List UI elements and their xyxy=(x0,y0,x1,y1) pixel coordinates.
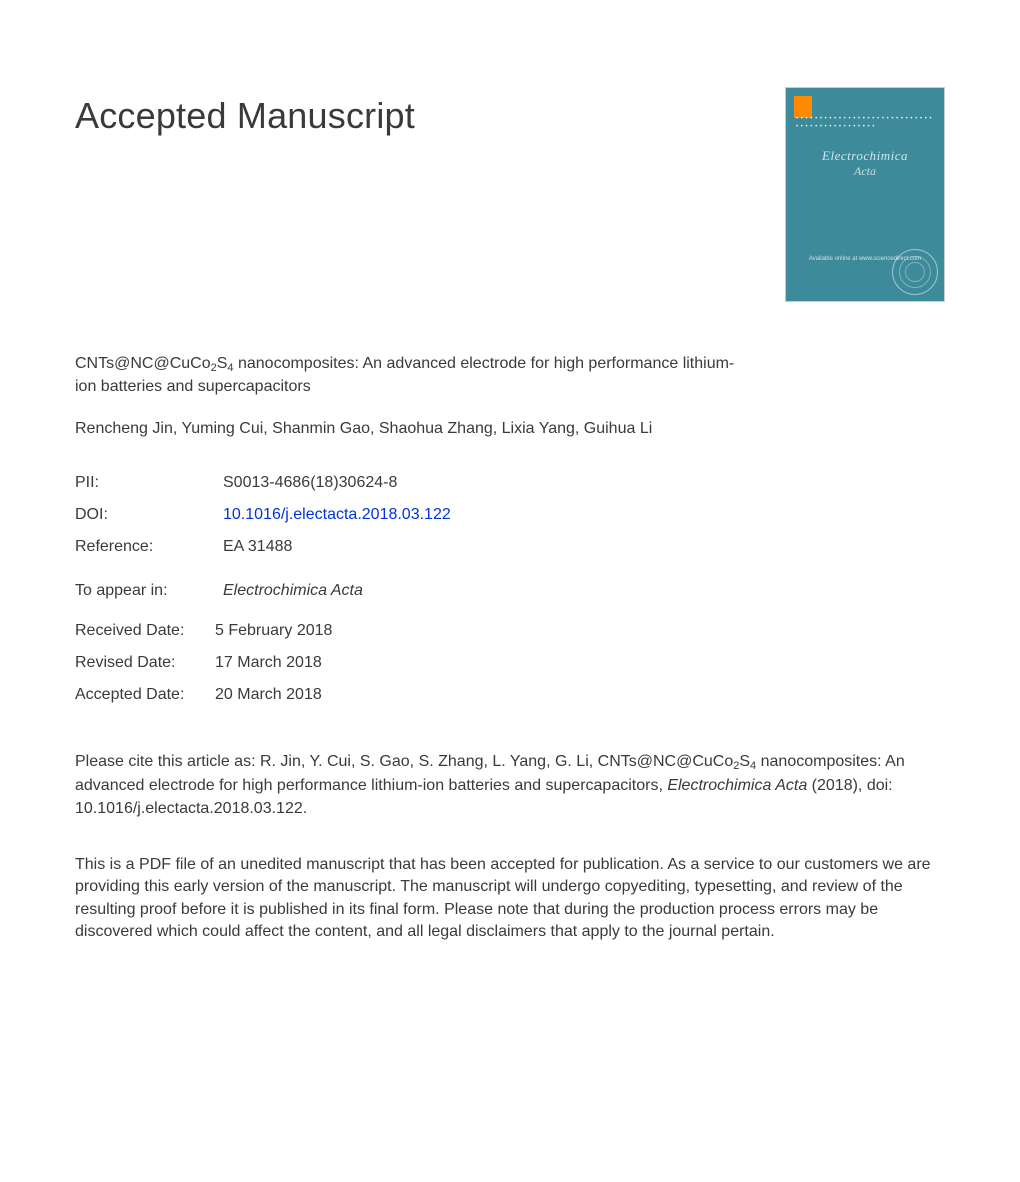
cover-journal-title: Electrochimica Acta xyxy=(786,148,944,179)
pii-label: PII: xyxy=(75,474,215,492)
globe-icon xyxy=(892,249,938,295)
citation-text: S xyxy=(739,753,750,770)
cover-journal-line2: Acta xyxy=(786,164,944,179)
paper-title: CNTs@NC@CuCo2S4 nanocomposites: An advan… xyxy=(75,352,735,398)
revised-value: 17 March 2018 xyxy=(215,654,945,672)
pii-value: S0013-4686(18)30624-8 xyxy=(223,474,945,492)
title-subscript: 4 xyxy=(227,362,233,374)
title-segment: CNTs@NC@CuCo xyxy=(75,355,211,372)
doi-label: DOI: xyxy=(75,506,215,524)
metadata-table: PII: S0013-4686(18)30624-8 DOI: 10.1016/… xyxy=(75,474,945,600)
journal-cover-thumbnail: • • • • • • • • • • • • • • • • • • • • … xyxy=(785,87,945,302)
header-row: Accepted Manuscript • • • • • • • • • • … xyxy=(75,95,945,302)
dates-table: Received Date: 5 February 2018 Revised D… xyxy=(75,622,945,704)
received-label: Received Date: xyxy=(75,622,215,640)
reference-label: Reference: xyxy=(75,538,215,556)
citation-journal: Electrochimica Acta xyxy=(667,777,807,794)
title-segment: S xyxy=(217,355,228,372)
citation-subscript: 2 xyxy=(733,760,739,772)
cover-top-text: • • • • • • • • • • • • • • • • • • • • … xyxy=(796,116,934,132)
accepted-value: 20 March 2018 xyxy=(215,686,945,704)
citation-subscript: 4 xyxy=(750,760,756,772)
page-heading: Accepted Manuscript xyxy=(75,95,415,137)
disclaimer-paragraph: This is a PDF file of an unedited manusc… xyxy=(75,854,945,944)
title-subscript: 2 xyxy=(211,362,217,374)
title-block: CNTs@NC@CuCo2S4 nanocomposites: An advan… xyxy=(75,352,735,438)
accepted-label: Accepted Date: xyxy=(75,686,215,704)
publisher-badge-icon xyxy=(794,96,812,118)
appear-value: Electrochimica Acta xyxy=(223,582,945,600)
appear-label: To appear in: xyxy=(75,582,215,600)
authors-line: Rencheng Jin, Yuming Cui, Shanmin Gao, S… xyxy=(75,420,735,438)
doi-link[interactable]: 10.1016/j.electacta.2018.03.122 xyxy=(223,506,945,524)
cover-journal-line1: Electrochimica xyxy=(786,148,944,164)
reference-value: EA 31488 xyxy=(223,538,945,556)
received-value: 5 February 2018 xyxy=(215,622,945,640)
citation-paragraph: Please cite this article as: R. Jin, Y. … xyxy=(75,750,945,820)
citation-text: Please cite this article as: R. Jin, Y. … xyxy=(75,753,733,770)
revised-label: Revised Date: xyxy=(75,654,215,672)
